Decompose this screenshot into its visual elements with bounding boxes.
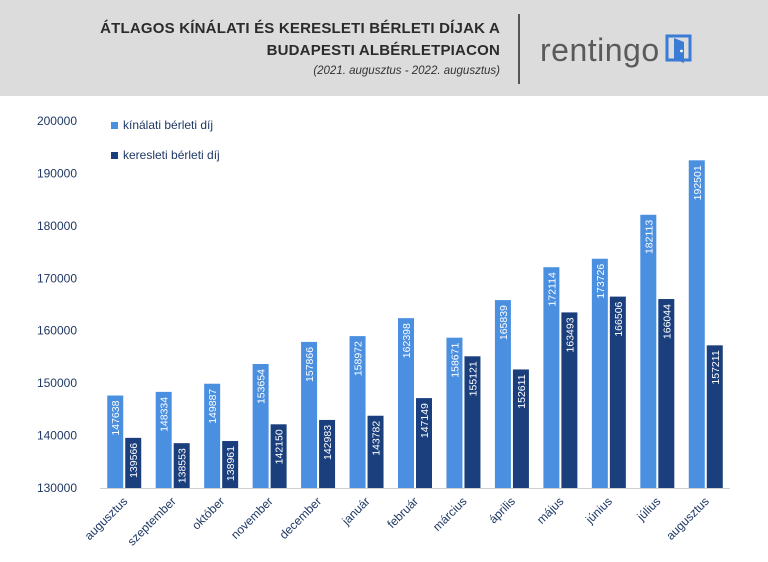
y-axis: 130000 140000 150000 160000 170000 180000 1900… [37, 114, 77, 495]
chart-subtitle: (2021. augusztus - 2022. augusztus) [313, 65, 500, 77]
y-tick-label: 160000 [37, 324, 77, 338]
x-tick-label: október [189, 494, 227, 532]
bar-demand [464, 356, 481, 488]
logo-text: rentingo [540, 31, 660, 68]
legend-label-offer: kínálati bérleti díj [123, 118, 213, 132]
title-block: ÁTLAGOS KÍNÁLATI ÉS KERESLETI BÉRLETI DÍ… [100, 18, 500, 80]
bar-value-label: 152611 [516, 374, 528, 408]
chart-title-line1: ÁTLAGOS KÍNÁLATI ÉS KERESLETI BÉRLETI DÍ… [100, 20, 500, 37]
bar-demand [609, 296, 626, 488]
y-tick-label: 200000 [37, 114, 77, 128]
bar-demand [367, 415, 384, 488]
bar-chart: 130000 140000 150000 160000 170000 180000 1900… [37, 114, 730, 548]
bar-offer [204, 383, 221, 488]
bar-value-label: 147149 [419, 403, 431, 438]
x-tick-label: április [486, 494, 518, 526]
legend-swatch-demand [111, 152, 118, 159]
y-tick-label: 150000 [37, 376, 77, 390]
bar-demand [125, 437, 142, 488]
chart-title-line2: BUDAPESTI ALBÉRLETPIACON [266, 42, 500, 59]
bar-value-label: 172114 [546, 272, 558, 306]
bar-demand [561, 312, 578, 488]
x-tick-label: május [534, 494, 567, 527]
bar-value-label: 157211 [710, 350, 722, 384]
bar-value-label: 163493 [564, 317, 576, 352]
y-tick-label: 130000 [37, 481, 77, 495]
bar-value-label: 162398 [401, 323, 413, 358]
bar-offer [155, 391, 172, 488]
bar-value-label: 173726 [595, 264, 607, 299]
bar-value-label: 142983 [322, 425, 334, 460]
logo: rentingo [540, 28, 694, 72]
bar-offer [640, 214, 657, 488]
bar-demand [319, 419, 336, 488]
x-tick-label: március [430, 494, 470, 534]
bar-offer [688, 160, 705, 488]
bar-value-label: 138961 [225, 446, 237, 481]
bar-value-label: 149887 [207, 389, 219, 424]
legend: kínálati bérleti díj keresleti bérleti dí… [111, 118, 220, 162]
bar-value-label: 143782 [371, 421, 383, 456]
legend-label-demand: keresleti bérleti díj [123, 148, 220, 162]
bar-offer [107, 395, 124, 488]
bar-offer [398, 318, 414, 488]
bars: 147638 139566 148334 138553 149887 138961 1536… [107, 160, 723, 488]
bar-demand [270, 424, 287, 488]
header-divider [518, 14, 520, 84]
y-tick-label: 190000 [37, 166, 77, 180]
bar-value-label: 165839 [498, 305, 510, 340]
legend-swatch-offer [111, 122, 118, 129]
bar-offer [591, 258, 608, 488]
bar-value-label: 158671 [449, 343, 461, 378]
bar-demand [222, 441, 239, 488]
bar-value-label: 157866 [304, 347, 316, 382]
bar-offer [349, 336, 366, 488]
bar-offer [301, 341, 318, 488]
rentingo-door-icon [664, 33, 694, 70]
x-tick-label: szeptember [125, 494, 179, 548]
bar-offer [252, 363, 269, 488]
bar-demand [706, 345, 723, 488]
bar-value-label: 166044 [661, 304, 673, 339]
x-tick-label: augusztus [82, 494, 131, 543]
bar-offer [543, 267, 560, 488]
x-tick-label: július [633, 494, 663, 524]
x-tick-label: június [582, 494, 615, 527]
bar-value-label: 147638 [110, 400, 122, 435]
y-tick-label: 180000 [37, 219, 77, 233]
header-banner: ÁTLAGOS KÍNÁLATI ÉS KERESLETI BÉRLETI DÍ… [0, 0, 768, 96]
x-tick-label: augusztus [663, 494, 712, 543]
bar-demand [658, 299, 675, 488]
bar-value-label: 182113 [643, 220, 655, 254]
y-tick-label: 140000 [37, 429, 77, 443]
bar-value-label: 139566 [128, 443, 140, 478]
bar-demand [512, 369, 529, 488]
x-tick-label: február [384, 494, 421, 531]
bar-demand [416, 398, 432, 488]
bar-offer [494, 300, 511, 488]
x-tick-label: január [338, 494, 372, 528]
x-tick-label: december [277, 494, 325, 542]
bar-value-label: 158972 [353, 341, 365, 376]
x-tick-label: november [228, 494, 276, 542]
bar-value-label: 148334 [159, 397, 171, 432]
bar-demand [173, 443, 190, 488]
bar-value-label: 192501 [692, 165, 704, 200]
bar-value-label: 155121 [467, 361, 479, 396]
bar-value-label: 138553 [177, 448, 189, 483]
bar-offer [446, 337, 463, 488]
bar-value-label: 153654 [256, 369, 268, 404]
bar-value-label: 142150 [274, 429, 286, 464]
y-tick-label: 170000 [37, 271, 77, 285]
bar-value-label: 166506 [613, 301, 625, 336]
